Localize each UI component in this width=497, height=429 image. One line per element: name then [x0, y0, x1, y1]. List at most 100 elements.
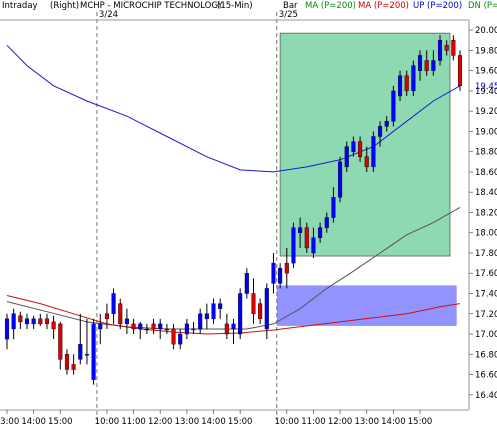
header-bar-label: Bar	[283, 1, 298, 11]
legend-ma1: MA (P=200)	[305, 1, 356, 11]
candle-21	[144, 323, 149, 335]
candle-body	[151, 323, 156, 330]
blue-support-band	[276, 285, 457, 326]
candle-5	[38, 313, 43, 326]
candle-body	[218, 303, 223, 309]
candle-body	[304, 227, 309, 249]
candle-16	[111, 288, 116, 324]
y-tick-label: 18.00	[475, 229, 497, 239]
candle-body	[251, 293, 256, 314]
candle-body	[118, 303, 123, 325]
candle-63	[424, 50, 429, 76]
candle-53	[358, 136, 363, 162]
last-price-label: 19.45	[475, 82, 497, 92]
y-tick-label: 19.80	[475, 46, 497, 56]
candle-22	[151, 318, 156, 335]
x-tick-label: 14:00	[381, 417, 406, 427]
candle-61	[411, 60, 416, 96]
candle-body	[457, 55, 463, 87]
candle-46	[311, 227, 316, 259]
x-tick-label: 14:00	[201, 417, 226, 427]
candle-body	[378, 126, 383, 137]
candle-62	[417, 50, 423, 81]
candle-10	[71, 354, 76, 375]
candle-body	[51, 321, 56, 330]
candle-body	[444, 45, 449, 51]
header-intraday: Intraday	[2, 1, 38, 11]
candle-48	[324, 212, 329, 233]
candle-30	[204, 303, 209, 329]
candle-54	[364, 146, 369, 172]
candle-body	[84, 354, 89, 356]
y-tick-label: 18.80	[475, 148, 497, 158]
candle-37	[251, 278, 256, 324]
candle-body	[398, 75, 403, 97]
candle-33	[224, 313, 229, 340]
candles	[4, 35, 463, 385]
candle-body	[184, 323, 189, 335]
candle-40	[271, 252, 276, 294]
candle-23	[158, 318, 163, 340]
candle-27	[184, 318, 189, 340]
candle-body	[411, 65, 416, 92]
candle-15	[104, 303, 109, 329]
y-tick-label: 17.40	[475, 290, 497, 300]
candle-28	[191, 321, 196, 335]
x-tick-label: 13:00	[354, 417, 379, 427]
candle-body	[38, 318, 43, 325]
header-title: MCHP - MICROCHIP TECHNOLOGY	[80, 1, 224, 11]
candle-45	[304, 222, 309, 253]
legend-ma2: MA (P=200)	[358, 1, 409, 11]
candle-17	[118, 298, 123, 329]
candle-body	[291, 227, 296, 264]
candle-body	[164, 328, 169, 331]
candle-2	[18, 311, 23, 329]
x-tick-label: 13:00	[175, 417, 200, 427]
header-interval: (15-Min)	[217, 1, 253, 11]
candle-36	[244, 268, 249, 299]
x-tick-label: 15:00	[48, 417, 73, 427]
candle-9	[64, 349, 69, 375]
candle-body	[298, 227, 303, 233]
candle-39	[264, 283, 269, 340]
candle-29	[198, 308, 203, 335]
y-tick-label: 18.40	[475, 188, 497, 198]
candle-body	[204, 313, 209, 320]
candle-51	[344, 141, 349, 172]
y-tick-label: 18.20	[475, 208, 497, 218]
candle-body	[24, 318, 30, 325]
green-target-box	[279, 32, 451, 257]
candle-body	[44, 318, 50, 325]
candle-49	[331, 187, 336, 223]
candle-42	[284, 247, 289, 289]
candle-14	[98, 313, 103, 345]
candle-body	[124, 318, 129, 325]
candle-18	[124, 308, 129, 335]
header-right: (Right)	[50, 1, 79, 11]
candle-body	[64, 354, 69, 370]
candle-body	[278, 267, 283, 284]
candle-body	[91, 323, 96, 380]
x-axis: 13:0014:0015:0010:0011:0012:0013:0014:00…	[0, 410, 432, 427]
candle-34	[231, 318, 236, 345]
y-tick-label: 17.80	[475, 249, 497, 259]
candle-body	[351, 141, 356, 152]
candle-body	[111, 293, 116, 314]
candle-body	[358, 141, 363, 157]
candle-body	[198, 313, 203, 330]
candle-body	[404, 75, 409, 92]
candle-60	[404, 70, 409, 96]
candle-67	[451, 35, 456, 61]
candle-4	[31, 315, 36, 329]
candle-body	[11, 313, 16, 330]
x-tick-label: 10:00	[275, 417, 300, 427]
y-tick-label: 17.20	[475, 310, 497, 320]
y-tick-label: 16.80	[475, 350, 497, 360]
candle-body	[58, 323, 63, 360]
candle-body	[238, 293, 243, 335]
candle-7	[51, 315, 56, 340]
candle-3	[24, 313, 30, 329]
candle-body	[258, 303, 263, 320]
x-tick-label: 12:00	[328, 417, 353, 427]
candle-body	[71, 364, 76, 370]
